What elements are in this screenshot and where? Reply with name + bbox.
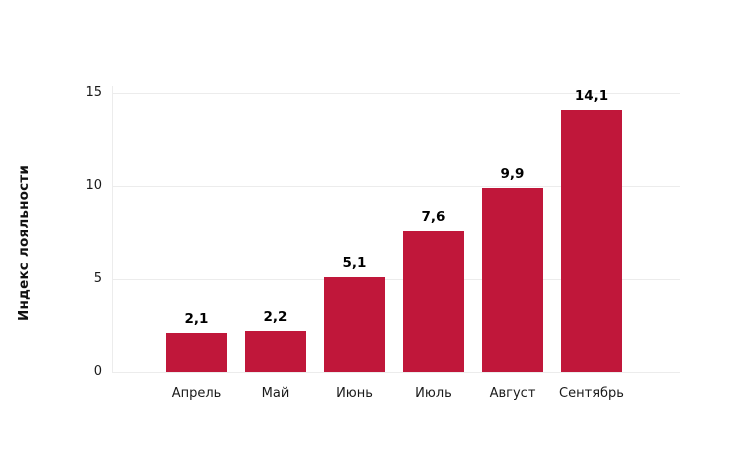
bar-июнь	[324, 277, 385, 372]
bar-сентябрь	[561, 110, 622, 372]
y-axis-title: Индекс лояльности	[16, 164, 32, 322]
y-axis-line	[112, 86, 113, 372]
gridline-y15	[112, 92, 680, 94]
bar-value-label: 7,6	[421, 209, 446, 225]
plot-area: 0 5 10 15 2,1 Апрель 2,2 Май 5,1 Июнь 7,6 Июль 9,9 Ав…	[85, 85, 680, 401]
y-tick-label-10: 10	[85, 178, 102, 193]
x-axis-label-апрель: Апрель	[171, 386, 222, 401]
y-tick-label-5: 5	[93, 271, 102, 286]
bar-июль	[403, 231, 464, 372]
gridline-y0	[112, 371, 680, 373]
x-axis-label-сентябрь: Сентябрь	[559, 386, 624, 401]
x-axis-label-июль: Июль	[415, 386, 452, 401]
bar-апрель	[166, 333, 227, 372]
bar-value-label: 9,9	[500, 166, 525, 182]
bar-value-label: 2,1	[184, 311, 209, 327]
x-axis-label-июнь: Июнь	[336, 386, 373, 401]
gridline-y5	[112, 278, 680, 280]
bar-май	[245, 331, 306, 372]
gridline-y10	[112, 185, 680, 187]
x-axis-label-май: Май	[261, 386, 290, 401]
y-tick-label-0: 0	[93, 364, 102, 379]
bar-value-label: 14,1	[574, 88, 609, 104]
y-tick-label-15: 15	[85, 85, 102, 100]
bar-value-label: 2,2	[263, 309, 288, 325]
bar-value-label: 5,1	[342, 255, 367, 271]
bar-август	[482, 188, 543, 372]
x-axis-label-август: Август	[489, 386, 536, 401]
